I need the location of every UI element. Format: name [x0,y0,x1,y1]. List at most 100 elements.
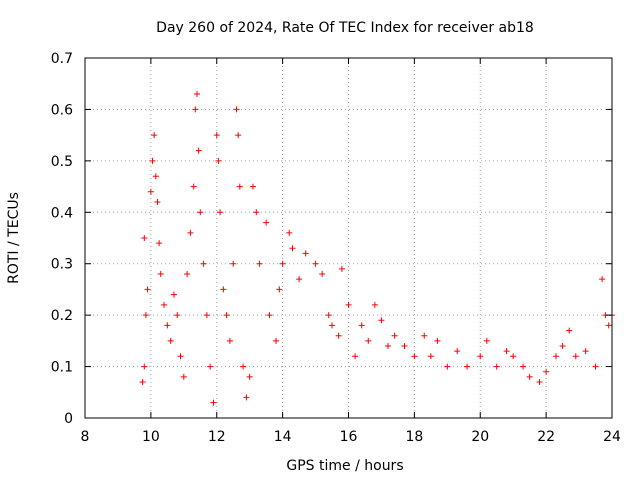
x-tick-label: 8 [81,429,90,445]
data-point [279,260,286,267]
data-point [572,353,579,360]
y-tick-label: 0.6 [51,102,73,118]
data-point [289,245,296,252]
data-point [543,368,550,375]
data-point [141,235,148,241]
x-axis-label: GPS time / hours [286,458,403,474]
data-point [236,183,243,190]
data-point [592,363,599,370]
chart-title: Day 260 of 2024, Rate Of TEC Index for r… [156,20,534,36]
data-point [246,373,253,380]
x-tick-label: 24 [603,429,621,445]
y-tick-label: 0.3 [51,257,73,273]
data-point [151,132,158,139]
data-point [263,219,270,226]
x-tick-label: 10 [142,429,160,445]
data-point [536,379,543,385]
data-point [365,337,372,344]
data-point [144,286,151,293]
y-tick-label: 0.1 [51,360,73,376]
data-point [427,353,434,360]
data-point [385,343,392,349]
data-point [421,332,428,339]
data-point [203,312,210,319]
data-point [157,271,164,277]
data-point [312,260,319,267]
data-point [149,157,156,164]
x-tick-label: 22 [537,429,555,445]
data-point [559,343,566,349]
data-point [170,291,177,298]
data-point [207,363,214,370]
data-point [273,337,280,344]
data-point [493,363,500,370]
y-tick-label: 0 [64,411,73,427]
data-point [358,322,365,329]
data-point [192,106,199,113]
data-point [230,260,237,267]
data-point [266,312,273,319]
data-points [139,91,615,406]
data-point [566,327,573,334]
data-point [174,312,181,319]
data-point [152,173,159,180]
y-tick-label: 0.2 [51,308,73,324]
data-point [156,240,163,247]
y-tick-label: 0.7 [51,51,73,67]
grid-lines [85,58,612,418]
data-point [256,260,263,267]
x-axis-ticks: 8 10 12 14 16 18 20 22 24 [81,58,621,445]
data-point [526,373,533,380]
x-tick-label: 20 [471,429,489,445]
data-point [329,322,336,329]
x-tick-label: 14 [274,429,292,445]
data-point [378,317,385,324]
data-point [510,353,517,360]
data-point [411,353,418,360]
data-point [177,353,184,360]
y-axis-ticks: 0 0.1 0.2 0.3 0.4 0.5 0.6 0.7 [51,51,612,427]
data-point [477,353,484,360]
x-tick-label: 12 [208,429,226,445]
data-point [520,363,527,370]
data-point [345,301,352,308]
data-point [503,348,510,355]
data-point [296,276,303,283]
data-point [139,379,146,385]
data-point [391,332,398,339]
data-point [142,312,149,319]
data-point [483,337,490,344]
data-point [599,276,606,283]
data-point [276,286,283,293]
data-point [164,322,171,329]
data-point [464,363,471,370]
data-point [220,286,227,293]
data-point [253,209,260,216]
data-point [223,312,230,319]
data-point [195,147,202,154]
x-tick-label: 16 [340,429,358,445]
data-point [582,348,589,355]
data-point [184,271,191,277]
data-point [187,229,194,236]
data-point [233,106,240,113]
data-point [352,353,359,360]
data-point [213,132,220,139]
data-point [193,91,200,97]
data-point [553,353,560,360]
data-point [444,363,451,370]
y-tick-label: 0.5 [51,154,73,170]
data-point [167,337,174,344]
data-point [200,260,207,267]
data-point [197,209,204,216]
y-axis-label: ROTI / TECUs [6,192,22,284]
data-point [302,250,309,257]
data-point [190,183,197,190]
data-point [154,199,161,205]
data-point [141,363,148,370]
data-point [161,301,168,308]
x-tick-label: 18 [405,429,423,445]
data-point [401,343,408,349]
data-point [319,271,326,277]
